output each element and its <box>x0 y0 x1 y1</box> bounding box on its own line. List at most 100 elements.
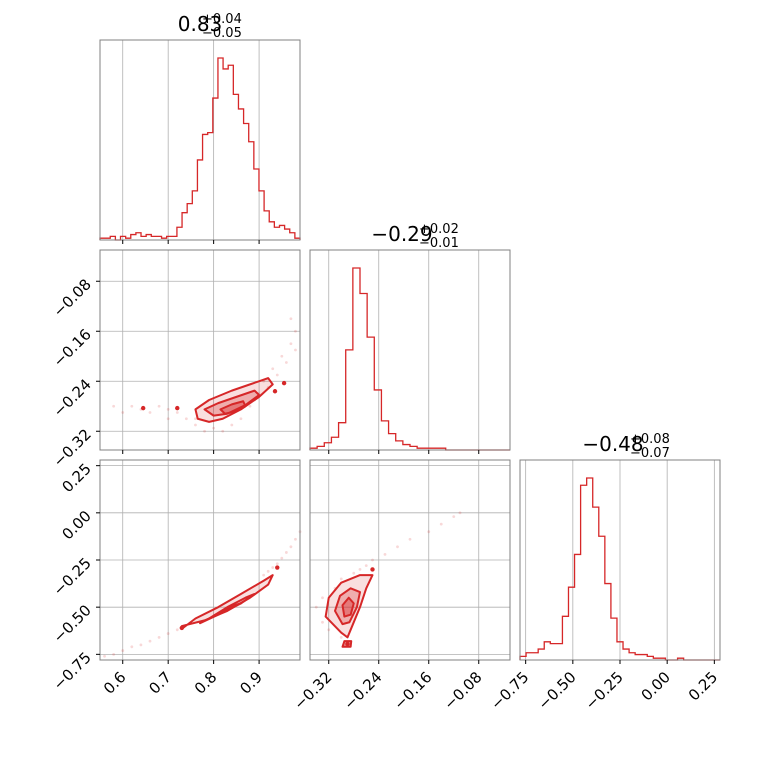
sample-point-1-0-21 <box>239 417 243 421</box>
y-tick-label-2-3: 0.00 <box>58 507 94 543</box>
tick-labels-group: 0.6 0.7 0.8 0.9 −0.32 −0.24 −0.16 −0.08 −0.75 −0.… <box>50 275 722 713</box>
sample-point-2-1-0 <box>314 605 318 609</box>
sample-point-2-0-0 <box>103 654 106 658</box>
x-tick-label-2-2: −0.25 <box>582 668 627 713</box>
sample-point-1-0-17 <box>289 342 293 346</box>
panel-frame-1-0 <box>99 249 301 451</box>
sample-point-2-0-12 <box>284 551 288 554</box>
sample-point-1-0-16 <box>280 354 284 358</box>
y-tick-label-1-2: −0.16 <box>50 325 95 370</box>
sample-point-1-0-15 <box>271 367 275 371</box>
histogram-0 <box>99 57 301 241</box>
sample-point-1-0-6 <box>166 407 170 411</box>
panel-frame-2-1 <box>309 459 511 661</box>
dense-point-2-1-0 <box>345 641 350 647</box>
dense-point-2-1-1 <box>370 567 375 572</box>
title-param-0: 0.83 <box>178 12 223 36</box>
sample-point-2-0-7 <box>166 632 170 635</box>
sample-point-2-1-7 <box>358 568 362 571</box>
x-tick-label-0-3: 0.9 <box>236 668 266 698</box>
contour-2-0-2 <box>212 602 242 617</box>
sample-point-2-0-1 <box>112 652 116 656</box>
panel-frame-1-1 <box>309 249 511 451</box>
x-tick-label-2-0: −0.75 <box>487 668 532 713</box>
sample-point-2-1-9 <box>371 558 374 562</box>
panel-2-0 <box>96 459 302 664</box>
sample-point-1-0-4 <box>148 411 152 414</box>
sample-point-2-0-9 <box>266 569 270 573</box>
title-param-2: −0.48 <box>582 432 643 456</box>
sample-point-1-0-25 <box>275 373 279 377</box>
x-tick-label-1-3: −0.08 <box>440 668 485 713</box>
sample-point-1-0-18 <box>294 329 297 333</box>
sample-point-2-0-8 <box>175 628 179 632</box>
sample-point-2-1-13 <box>427 530 431 534</box>
sample-point-2-1-14 <box>439 522 443 526</box>
sample-point-2-0-14 <box>294 537 297 541</box>
sample-point-1-0-2 <box>130 404 134 408</box>
sample-point-2-1-12 <box>408 537 412 541</box>
panel-2-1 <box>309 459 511 664</box>
x-tick-label-0-2: 0.8 <box>191 668 221 698</box>
sample-point-2-0-6 <box>157 635 161 639</box>
title-param-0-plus: +0.04 <box>202 12 242 27</box>
sample-point-1-0-19 <box>284 361 288 364</box>
sample-point-2-0-5 <box>148 639 152 643</box>
sample-point-1-0-8 <box>184 417 188 421</box>
x-tick-label-2-3: 0.00 <box>638 668 674 704</box>
title-param-0-minus: −0.05 <box>202 26 242 41</box>
sample-point-2-1-10 <box>383 552 387 556</box>
sample-point-2-1-15 <box>452 515 456 519</box>
sample-point-1-0-10 <box>203 429 206 433</box>
y-tick-label-2-0: −0.75 <box>50 648 95 693</box>
contour-1-0-0 <box>194 377 274 423</box>
title-param-2-minus: −0.07 <box>630 446 670 461</box>
title-param-1: −0.29 <box>371 222 432 246</box>
panel-0-0 <box>99 39 301 244</box>
sample-point-2-0-4 <box>139 643 143 647</box>
sample-point-2-0-16 <box>262 573 266 577</box>
sample-point-1-0-13 <box>248 404 252 408</box>
dense-point-1-0-0 <box>140 405 146 411</box>
sample-point-2-0-10 <box>275 562 279 566</box>
sample-point-1-0-28 <box>294 348 297 352</box>
sample-point-2-1-16 <box>458 511 462 515</box>
sample-point-1-0-12 <box>230 423 234 427</box>
sample-point-2-1-6 <box>352 571 356 575</box>
sample-point-2-0-11 <box>280 556 284 560</box>
sample-point-1-0-24 <box>166 417 170 421</box>
y-tick-label-1-3: −0.08 <box>50 275 95 320</box>
sample-point-2-0-3 <box>130 645 134 649</box>
dense-point-1-0-3 <box>175 405 180 411</box>
histogram-1 <box>309 267 510 451</box>
sample-point-1-0-29 <box>289 317 293 321</box>
title-param-1-plus: +0.02 <box>419 222 459 237</box>
dense-point-2-0-1 <box>275 565 280 570</box>
contour-2-1-2 <box>341 596 355 618</box>
panel-1-1 <box>309 249 511 454</box>
x-tick-label-0-1: 0.7 <box>145 668 175 698</box>
y-tick-label-2-2: −0.25 <box>50 554 95 599</box>
panel-1-0 <box>96 249 301 454</box>
dense-point-1-0-1 <box>272 389 278 394</box>
sample-point-1-0-1 <box>121 411 125 414</box>
sample-point-1-0-5 <box>157 404 161 408</box>
panel-frame-0-0 <box>99 39 301 241</box>
contour-2-1-0 <box>324 574 374 639</box>
contour-1-0-1 <box>203 389 261 417</box>
dense-point-2-0-0 <box>179 625 185 631</box>
dense-point-1-0-2 <box>281 380 287 386</box>
sample-point-2-1-4 <box>339 577 343 581</box>
title-param-1-minus: −0.01 <box>419 236 459 251</box>
y-tick-label-1-0: −0.32 <box>50 425 95 470</box>
contour-2-1-1 <box>334 587 361 626</box>
panel-2-2 <box>519 459 721 664</box>
sample-point-1-0-22 <box>221 429 225 433</box>
sample-point-2-1-17 <box>321 620 324 624</box>
sample-point-2-1-8 <box>364 564 368 568</box>
y-tick-label-1-1: −0.24 <box>50 375 95 420</box>
x-tick-label-2-4: 0.25 <box>685 668 721 704</box>
x-tick-label-0-0: 0.6 <box>100 668 130 698</box>
sample-point-2-1-1 <box>321 596 324 600</box>
